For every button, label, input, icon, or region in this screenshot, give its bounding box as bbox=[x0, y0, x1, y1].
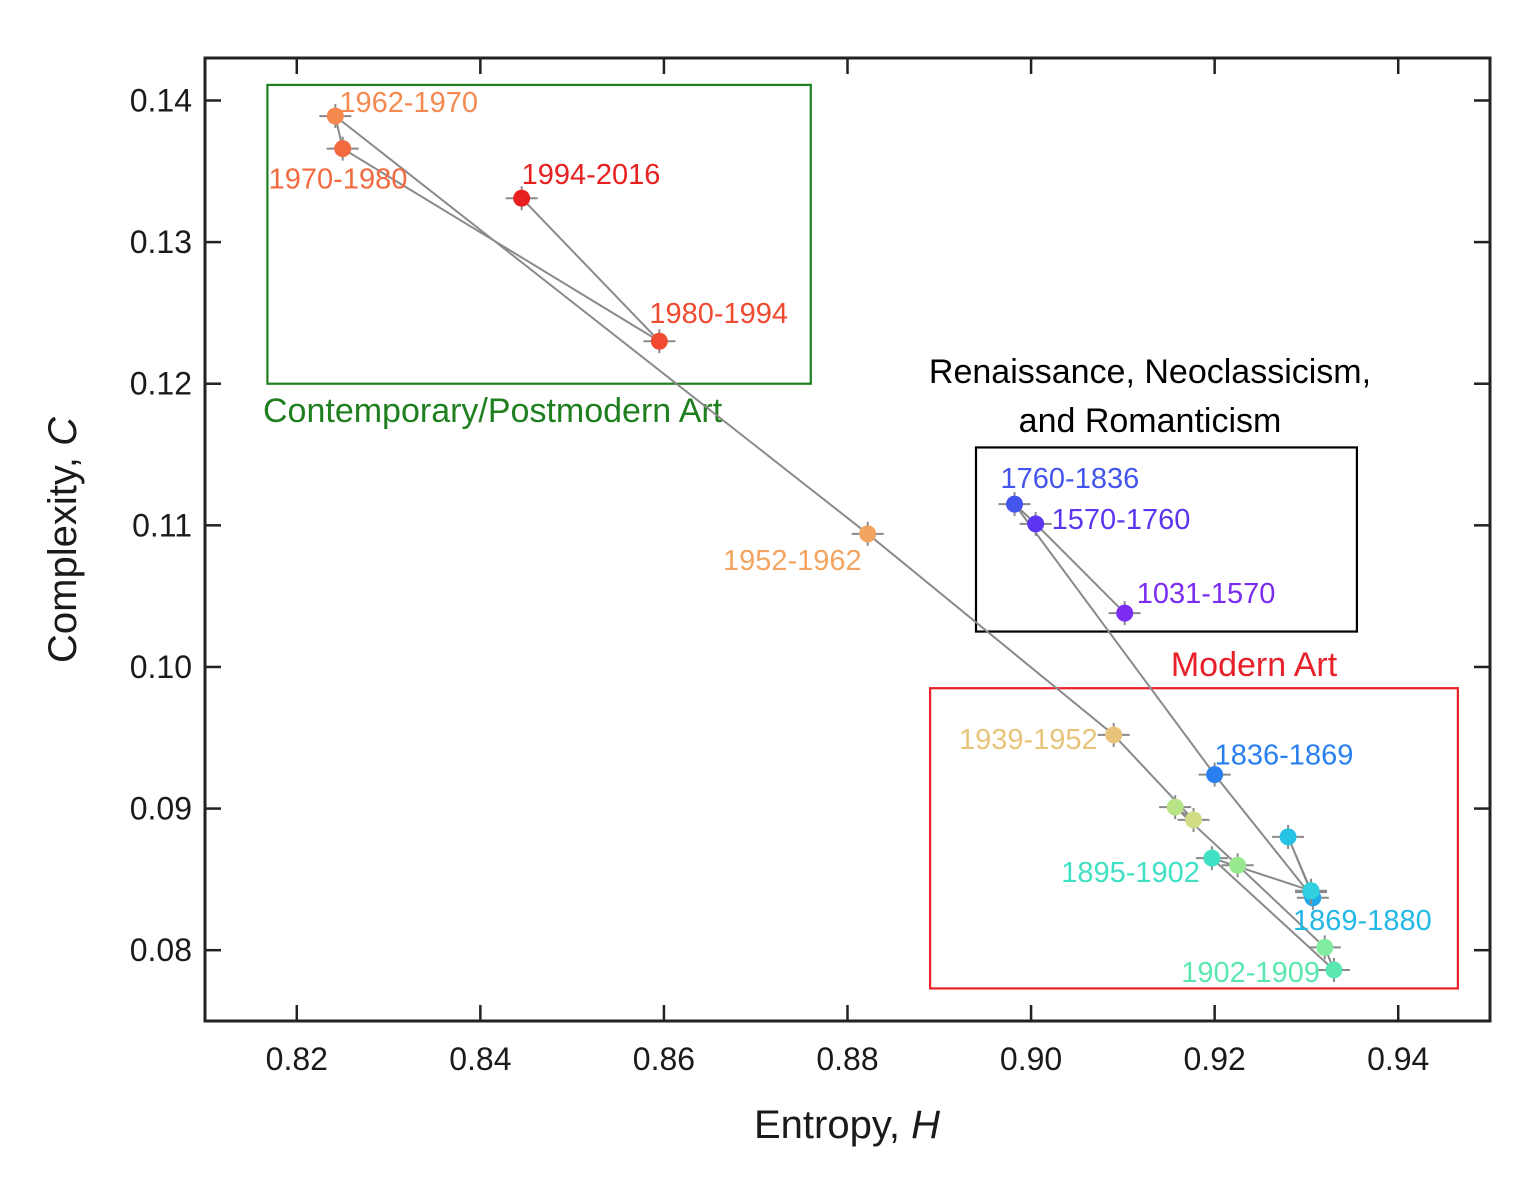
point-label: 1895-1902 bbox=[1061, 857, 1200, 889]
data-point bbox=[1325, 961, 1343, 979]
plot-frame bbox=[203, 56, 1492, 1023]
x-tick-label: 0.84 bbox=[449, 1041, 511, 1077]
data-point bbox=[334, 140, 352, 158]
data-point bbox=[1229, 856, 1247, 874]
y-tick-label: 0.14 bbox=[130, 82, 192, 118]
point-labels: 1031-1570 1570-1760 1760-1836 1836-1869 1869… bbox=[269, 87, 1432, 989]
x-axis-title: Entropy, H bbox=[754, 1103, 940, 1147]
point-label: 1994-2016 bbox=[522, 159, 661, 191]
data-point bbox=[1302, 882, 1320, 900]
data-point bbox=[1105, 726, 1123, 744]
x-tick-label: 0.92 bbox=[1184, 1041, 1246, 1077]
data-point bbox=[1206, 766, 1224, 784]
point-label: 1952-1962 bbox=[723, 545, 862, 577]
point-label: 1760-1836 bbox=[1001, 463, 1140, 495]
data-point bbox=[326, 107, 344, 125]
data-point bbox=[1166, 798, 1184, 816]
trajectory-line bbox=[333, 113, 1335, 971]
region-label: Modern Art bbox=[1171, 646, 1338, 684]
point-label: 1836-1869 bbox=[1215, 740, 1354, 772]
y-tick-label: 0.09 bbox=[130, 791, 192, 827]
x-tick-label: 0.94 bbox=[1367, 1041, 1429, 1077]
axes: 0.82 0.84 0.86 0.88 0.90 0.92 0.94 0.08 0.09 0.10… bbox=[130, 56, 1492, 1077]
point-label: 1970-1980 bbox=[269, 164, 408, 196]
region-boxes: Contemporary/Postmodern Art Renaissance, … bbox=[263, 83, 1459, 990]
data-point bbox=[650, 332, 668, 350]
region-label: Contemporary/Postmodern Art bbox=[263, 392, 723, 430]
data-point bbox=[859, 525, 877, 543]
data-point bbox=[1116, 604, 1134, 622]
data-points bbox=[319, 104, 1350, 983]
point-label: 1902-1909 bbox=[1181, 957, 1320, 989]
region-label: Renaissance, Neoclassicism, bbox=[929, 353, 1371, 391]
y-tick-label: 0.11 bbox=[132, 507, 192, 543]
y-tick-label: 0.08 bbox=[130, 932, 192, 968]
data-point bbox=[1185, 811, 1203, 829]
point-label: 1939-1952 bbox=[959, 724, 1098, 756]
x-tick-label: 0.88 bbox=[816, 1041, 878, 1077]
region-box bbox=[266, 83, 812, 385]
axis-titles: Entropy, H Complexity, C bbox=[41, 416, 940, 1147]
y-tick-label: 0.12 bbox=[130, 366, 192, 402]
y-tick-label: 0.13 bbox=[130, 224, 192, 260]
x-tick-label: 0.82 bbox=[266, 1041, 328, 1077]
data-point bbox=[513, 189, 531, 207]
data-point bbox=[1279, 828, 1297, 846]
point-label: 1962-1970 bbox=[339, 87, 478, 119]
point-label: 1570-1760 bbox=[1052, 504, 1191, 536]
data-point bbox=[1316, 938, 1334, 956]
data-point bbox=[1027, 515, 1045, 533]
region-label: and Romanticism bbox=[1019, 402, 1282, 440]
trajectory-polyline bbox=[333, 113, 1335, 971]
point-label: 1980-1994 bbox=[649, 298, 788, 330]
region-box bbox=[929, 687, 1459, 990]
point-label: 1869-1880 bbox=[1293, 905, 1432, 937]
y-axis-title: Complexity, C bbox=[41, 416, 85, 663]
data-point bbox=[1203, 849, 1221, 867]
region-box bbox=[974, 446, 1359, 633]
x-tick-label: 0.86 bbox=[633, 1041, 695, 1077]
y-tick-label: 0.10 bbox=[130, 649, 192, 685]
x-tick-label: 0.90 bbox=[1000, 1041, 1062, 1077]
data-point bbox=[1006, 495, 1024, 513]
point-label: 1031-1570 bbox=[1137, 578, 1276, 610]
